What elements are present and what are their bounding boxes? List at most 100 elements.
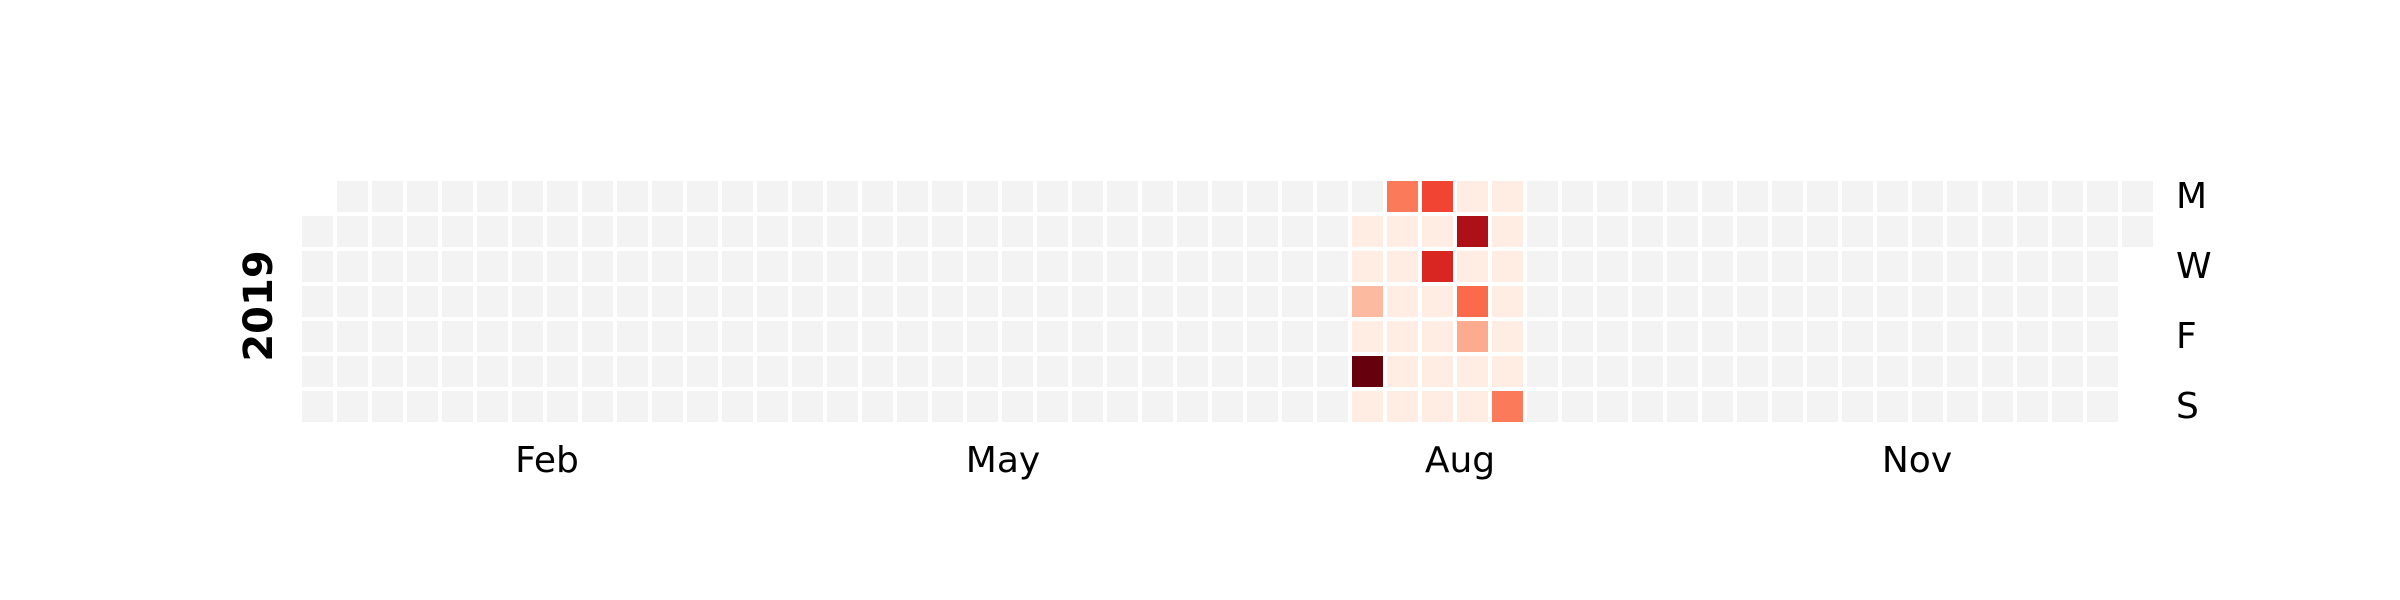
heatmap-cell-2019-07-23 — [1317, 216, 1348, 247]
heatmap-cell-2019-11-02 — [1807, 356, 1838, 387]
heatmap-cell-2019-09-07 — [1527, 356, 1558, 387]
heatmap-cell-2019-07-03 — [1212, 251, 1243, 282]
heatmap-cell-2019-06-19 — [1142, 251, 1173, 282]
weekday-label-w: W — [2176, 246, 2212, 287]
heatmap-cell-2019-04-18 — [827, 286, 858, 317]
heatmap-cell-2019-03-12 — [652, 216, 683, 247]
heatmap-cell-2019-05-13 — [967, 181, 998, 212]
heatmap-cell-2019-10-12 — [1702, 356, 1733, 387]
month-label-nov: Nov — [1882, 440, 1952, 481]
heatmap-cell-2019-10-07 — [1702, 181, 1733, 212]
heatmap-cell-2019-02-21 — [547, 286, 578, 317]
heatmap-cell-2019-11-24 — [1912, 391, 1943, 422]
heatmap-cell-2019-10-11 — [1702, 321, 1733, 352]
month-label-aug: Aug — [1425, 440, 1495, 481]
heatmap-cell-2019-10-31 — [1807, 286, 1838, 317]
heatmap-cell-2019-12-08 — [1982, 391, 2013, 422]
heatmap-cell-2019-06-14 — [1107, 321, 1138, 352]
heatmap-cell-2019-05-04 — [897, 356, 928, 387]
heatmap-cell-2019-01-07 — [337, 181, 368, 212]
heatmap-cell-2019-03-20 — [687, 251, 718, 282]
heatmap-cell-2019-05-03 — [897, 321, 928, 352]
heatmap-cell-2019-07-26 — [1317, 321, 1348, 352]
heatmap-cell-2019-11-20 — [1912, 251, 1943, 282]
heatmap-cell-2019-09-04 — [1527, 251, 1558, 282]
heatmap-cell-2019-08-08 — [1387, 286, 1418, 317]
heatmap-cell-2019-03-21 — [687, 286, 718, 317]
heatmap-cell-2019-12-06 — [1982, 321, 2013, 352]
heatmap-cell-2019-04-22 — [862, 181, 893, 212]
heatmap-cell-2019-11-28 — [1947, 286, 1978, 317]
heatmap-cell-2019-01-22 — [407, 216, 438, 247]
heatmap-cell-2019-01-04 — [302, 321, 333, 352]
heatmap-cell-2019-07-24 — [1317, 251, 1348, 282]
heatmap-cell-2019-09-01 — [1492, 391, 1523, 422]
heatmap-cell-2019-08-26 — [1492, 181, 1523, 212]
heatmap-cell-2019-02-27 — [582, 251, 613, 282]
heatmap-cell-2019-11-06 — [1842, 251, 1873, 282]
heatmap-cell-2019-06-08 — [1072, 356, 1103, 387]
heatmap-cell-2019-03-18 — [687, 181, 718, 212]
heatmap-cell-2019-09-27 — [1632, 321, 1663, 352]
heatmap-cell-2019-01-01 — [302, 216, 333, 247]
heatmap-cell-2019-04-04 — [757, 286, 788, 317]
heatmap-cell-2019-09-29 — [1632, 391, 1663, 422]
heatmap-cell-2019-07-07 — [1212, 391, 1243, 422]
heatmap-cell-2019-12-14 — [2017, 356, 2048, 387]
heatmap-cell-2019-03-05 — [617, 216, 648, 247]
heatmap-cell-2019-02-28 — [582, 286, 613, 317]
heatmap-cell-2019-03-04 — [617, 181, 648, 212]
heatmap-cell-2019-03-19 — [687, 216, 718, 247]
heatmap-cell-2019-07-19 — [1282, 321, 1313, 352]
heatmap-cell-2019-02-14 — [512, 286, 543, 317]
heatmap-cell-2019-09-12 — [1562, 286, 1593, 317]
heatmap-cell-2019-07-21 — [1282, 391, 1313, 422]
heatmap-cell-2019-04-27 — [862, 356, 893, 387]
heatmap-cell-2019-07-12 — [1247, 321, 1278, 352]
heatmap-cell-2019-07-18 — [1282, 286, 1313, 317]
heatmap-cell-2019-02-24 — [547, 391, 578, 422]
heatmap-cell-2019-10-05 — [1667, 356, 1698, 387]
heatmap-cell-2019-06-27 — [1177, 286, 1208, 317]
heatmap-cell-2019-03-10 — [617, 391, 648, 422]
heatmap-cell-2019-06-06 — [1072, 286, 1103, 317]
heatmap-cell-2019-02-15 — [512, 321, 543, 352]
heatmap-cell-2019-10-01 — [1667, 216, 1698, 247]
heatmap-cell-2019-01-02 — [302, 251, 333, 282]
heatmap-cell-2019-05-14 — [967, 216, 998, 247]
heatmap-cell-2019-07-02 — [1212, 216, 1243, 247]
heatmap-cell-2019-12-09 — [2017, 181, 2048, 212]
heatmap-cell-2019-01-25 — [407, 321, 438, 352]
heatmap-cell-2019-05-22 — [1002, 251, 1033, 282]
heatmap-cell-2019-03-08 — [617, 321, 648, 352]
heatmap-cell-2019-02-06 — [477, 251, 508, 282]
heatmap-cell-2019-10-17 — [1737, 286, 1768, 317]
heatmap-cell-2019-07-11 — [1247, 286, 1278, 317]
heatmap-cell-2019-02-18 — [547, 181, 578, 212]
heatmap-cell-2019-03-27 — [722, 251, 753, 282]
heatmap-cell-2019-02-09 — [477, 356, 508, 387]
heatmap-cell-2019-05-24 — [1002, 321, 1033, 352]
heatmap-cell-2019-09-24 — [1632, 216, 1663, 247]
heatmap-cell-2019-05-17 — [967, 321, 998, 352]
heatmap-cell-2019-05-21 — [1002, 216, 1033, 247]
heatmap-cell-2019-10-20 — [1737, 391, 1768, 422]
heatmap-cell-2019-09-15 — [1562, 391, 1593, 422]
heatmap-cell-2019-12-03 — [1982, 216, 2013, 247]
heatmap-cell-2019-11-09 — [1842, 356, 1873, 387]
heatmap-cell-2019-04-28 — [862, 391, 893, 422]
heatmap-cell-2019-07-31 — [1352, 251, 1383, 282]
heatmap-cell-2019-08-13 — [1422, 216, 1453, 247]
heatmap-cell-2019-04-25 — [862, 286, 893, 317]
heatmap-cell-2019-03-02 — [582, 356, 613, 387]
heatmap-cell-2019-06-07 — [1072, 321, 1103, 352]
heatmap-cell-2019-08-02 — [1352, 321, 1383, 352]
heatmap-cell-2019-01-31 — [442, 286, 473, 317]
heatmap-cell-2019-09-26 — [1632, 286, 1663, 317]
heatmap-cell-2019-02-23 — [547, 356, 578, 387]
weekday-label-f: F — [2176, 316, 2197, 357]
heatmap-cell-2019-01-15 — [372, 216, 403, 247]
heatmap-cell-2019-09-20 — [1597, 321, 1628, 352]
heatmap-cell-2019-10-26 — [1772, 356, 1803, 387]
heatmap-cell-2019-06-20 — [1142, 286, 1173, 317]
